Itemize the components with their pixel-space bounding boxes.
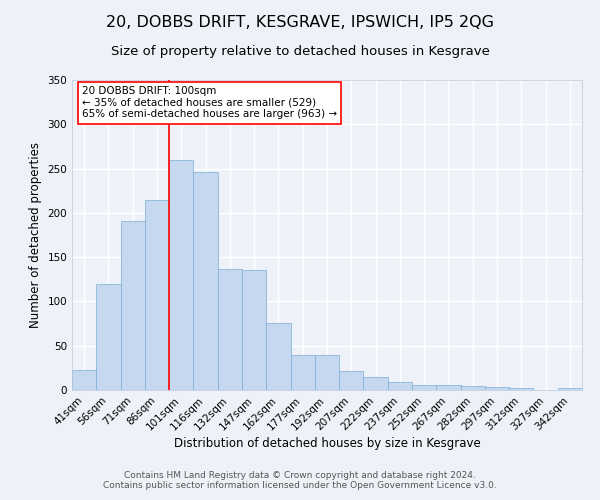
Bar: [145, 200, 169, 390]
Bar: [509, 388, 533, 390]
Bar: [388, 382, 412, 390]
Text: 20, DOBBS DRIFT, KESGRAVE, IPSWICH, IP5 2QG: 20, DOBBS DRIFT, KESGRAVE, IPSWICH, IP5 …: [106, 15, 494, 30]
Bar: [96, 284, 121, 390]
Bar: [364, 376, 388, 390]
Text: Size of property relative to detached houses in Kesgrave: Size of property relative to detached ho…: [110, 45, 490, 58]
Bar: [436, 384, 461, 390]
Bar: [315, 354, 339, 390]
Bar: [72, 370, 96, 390]
Bar: [558, 388, 582, 390]
Bar: [121, 221, 145, 390]
Bar: [485, 388, 509, 390]
Text: 20 DOBBS DRIFT: 100sqm
← 35% of detached houses are smaller (529)
65% of semi-de: 20 DOBBS DRIFT: 100sqm ← 35% of detached…: [82, 86, 337, 120]
Bar: [218, 268, 242, 390]
Bar: [193, 172, 218, 390]
Bar: [412, 384, 436, 390]
Bar: [339, 370, 364, 390]
Y-axis label: Number of detached properties: Number of detached properties: [29, 142, 42, 328]
Bar: [290, 354, 315, 390]
Bar: [461, 386, 485, 390]
Bar: [242, 270, 266, 390]
Bar: [169, 160, 193, 390]
X-axis label: Distribution of detached houses by size in Kesgrave: Distribution of detached houses by size …: [173, 438, 481, 450]
Bar: [266, 322, 290, 390]
Text: Contains HM Land Registry data © Crown copyright and database right 2024.
Contai: Contains HM Land Registry data © Crown c…: [103, 470, 497, 490]
